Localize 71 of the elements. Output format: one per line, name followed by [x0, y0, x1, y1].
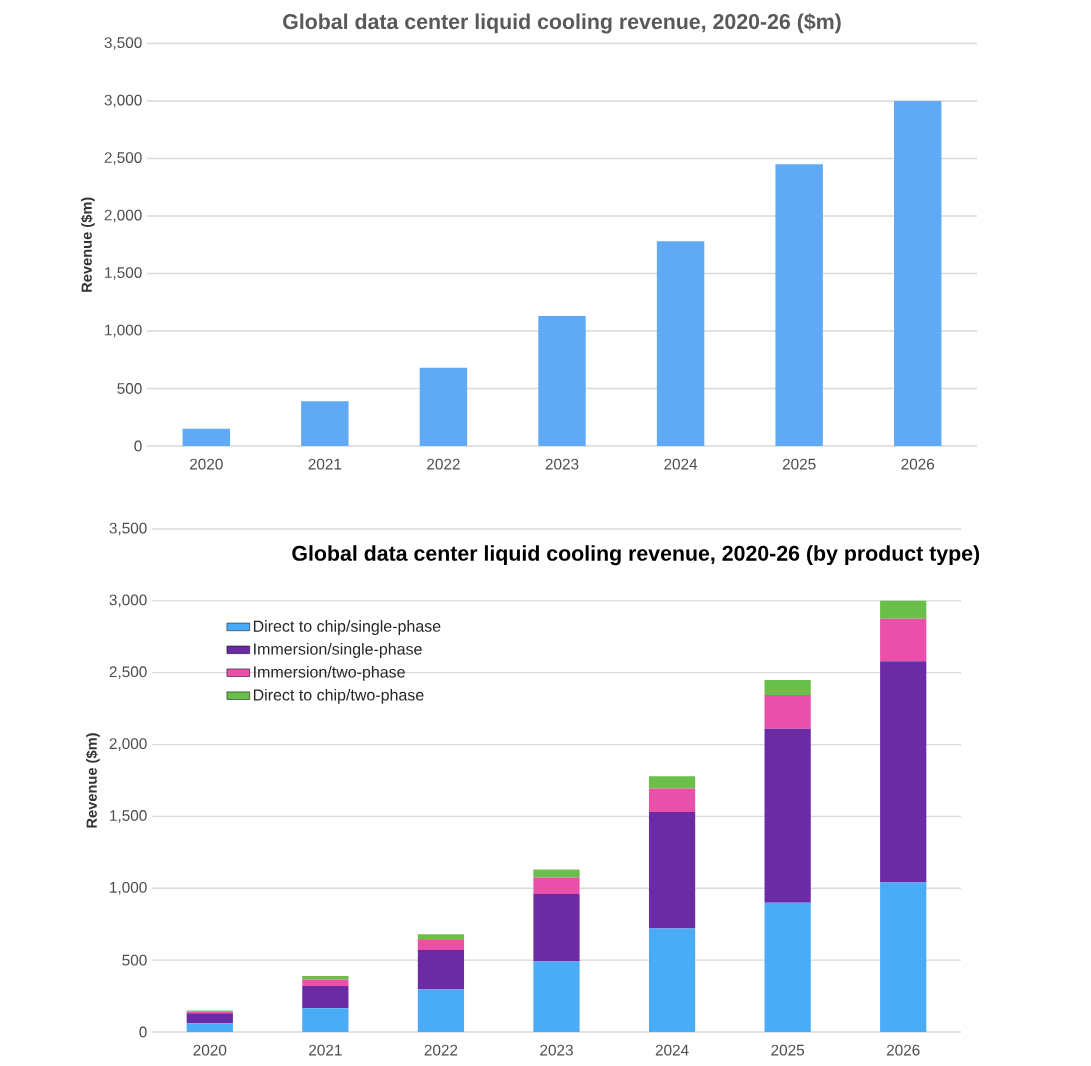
- bar: [775, 164, 823, 446]
- y-tick-label: 1,500: [105, 267, 142, 280]
- x-tick-label: 2020: [190, 458, 223, 470]
- y-tick-label: 500: [117, 383, 142, 394]
- bar: [648, 776, 696, 789]
- text: Global data center liquid cooling revenue, 2020-26 (by product type): [292, 545, 980, 566]
- bar: [302, 975, 349, 980]
- y-tick-label: 2,000: [104, 209, 142, 223]
- x-tick-label: 2026: [901, 458, 935, 470]
- bar: [764, 728, 811, 903]
- x-tick-label: 2022: [424, 1044, 458, 1056]
- bar: [419, 367, 468, 446]
- bar: [880, 661, 927, 883]
- y-tick-label: 3,000: [104, 94, 142, 108]
- y-tick-label: 0: [139, 1026, 147, 1038]
- y-tick-label: 0: [134, 440, 142, 452]
- bar: [186, 1023, 233, 1032]
- bar: [302, 1008, 349, 1032]
- bar: [894, 100, 942, 446]
- bar: [417, 950, 465, 990]
- y-tick-label: 2,500: [109, 666, 147, 680]
- bar: [533, 869, 580, 878]
- x-tick-label: 2023: [540, 1044, 573, 1056]
- x-tick-label: 2022: [427, 458, 460, 470]
- legend-label: Direct to chip/two-phase: [253, 688, 424, 704]
- x-tick-label: 2025: [771, 1044, 805, 1056]
- bar: [648, 788, 696, 813]
- bar: [764, 902, 811, 1032]
- bar: [764, 679, 811, 695]
- legend-label: Immersion/single-phase: [254, 643, 422, 658]
- y-tick-label: 1,000: [110, 881, 147, 895]
- x-tick-label: 2024: [664, 458, 698, 470]
- bar: [533, 961, 580, 1032]
- y-tick-label: 2,000: [109, 738, 147, 751]
- bar: [880, 882, 927, 1032]
- x-tick-label: 2024: [655, 1044, 689, 1056]
- y-axis-title: Revenue ($m): [80, 197, 95, 292]
- y-tick-label: 1,500: [110, 810, 147, 823]
- bar: [302, 986, 349, 1009]
- y-tick-label: 3,500: [109, 522, 147, 536]
- bar: [538, 316, 586, 446]
- y-tick-label: 500: [122, 954, 147, 966]
- x-tick-label: 2023: [545, 458, 579, 470]
- x-tick-label: 2026: [886, 1044, 920, 1056]
- y-axis-title: Revenue ($m): [85, 733, 100, 828]
- bar: [648, 928, 696, 1032]
- bar: [533, 877, 580, 895]
- bar: [417, 989, 465, 1032]
- bar: [764, 694, 811, 729]
- bar: [880, 618, 927, 662]
- y-tick-label: 3,500: [104, 37, 142, 50]
- bar: [533, 894, 580, 962]
- chart-title: Global data center liquid cooling revenue, 2020-26 ($m): [283, 13, 841, 34]
- bar: [186, 1013, 233, 1024]
- bar: [648, 812, 696, 929]
- legend-label: Immersion/two-phase: [254, 665, 405, 681]
- bar: [417, 934, 465, 941]
- y-tick-label: 1,000: [105, 324, 142, 338]
- legend-label: Direct to chip/single-phase: [253, 620, 441, 636]
- bar: [302, 979, 349, 986]
- y-tick-label: 3,000: [109, 594, 147, 608]
- bar: [301, 401, 349, 446]
- bar: [656, 241, 705, 446]
- y-tick-label: 2,500: [104, 152, 142, 165]
- x-tick-label: 2020: [193, 1044, 227, 1056]
- x-tick-label: 2025: [782, 458, 816, 470]
- x-tick-label: 2021: [308, 458, 342, 470]
- bar: [880, 600, 927, 619]
- bar: [182, 428, 231, 446]
- bar: [417, 940, 465, 951]
- x-tick-label: 2021: [309, 1044, 342, 1056]
